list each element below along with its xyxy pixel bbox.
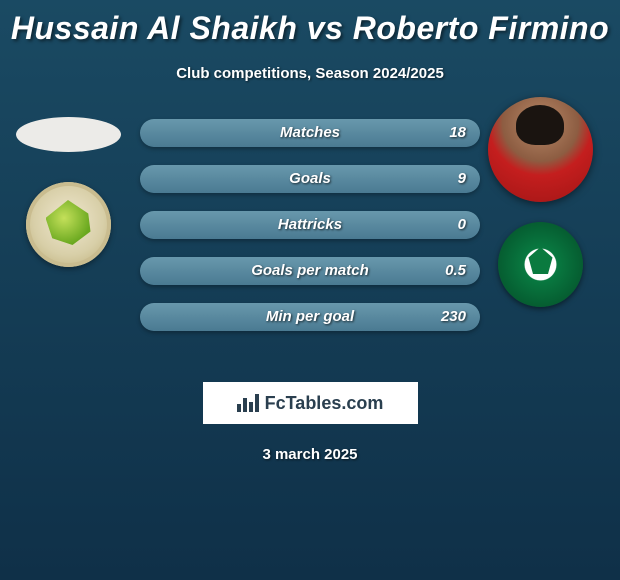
player-avatar-left — [16, 117, 121, 152]
stat-value: 0.5 — [445, 257, 466, 285]
comparison-panel: Matches18 Goals9 Hattricks0 Goals per match… — [0, 117, 620, 367]
stat-row: Hattricks0 — [140, 211, 480, 239]
branding-badge[interactable]: FcTables.com — [203, 382, 418, 424]
stat-value: 9 — [458, 165, 466, 193]
right-player-column — [480, 117, 600, 307]
stat-label: Goals per match — [140, 257, 480, 285]
stat-label: Hattricks — [140, 211, 480, 239]
stat-row: Goals9 — [140, 165, 480, 193]
club-crest-right — [498, 222, 583, 307]
stat-row: Matches18 — [140, 119, 480, 147]
stats-list: Matches18 Goals9 Hattricks0 Goals per match… — [140, 119, 480, 349]
stat-row: Goals per match0.5 — [140, 257, 480, 285]
page-subtitle: Club competitions, Season 2024/2025 — [0, 65, 620, 82]
stat-value: 230 — [441, 303, 466, 331]
club-crest-left — [26, 182, 111, 267]
stat-label: Matches — [140, 119, 480, 147]
left-player-column — [8, 117, 128, 267]
player-avatar-right — [488, 97, 593, 202]
stat-label: Goals — [140, 165, 480, 193]
bar-chart-icon — [237, 394, 259, 412]
stat-value: 0 — [458, 211, 466, 239]
stat-value: 18 — [449, 119, 466, 147]
stat-label: Min per goal — [140, 303, 480, 331]
footer-date: 3 march 2025 — [0, 446, 620, 463]
page-title: Hussain Al Shaikh vs Roberto Firmino — [0, 0, 620, 47]
stat-row: Min per goal230 — [140, 303, 480, 331]
branding-text: FcTables.com — [265, 393, 384, 414]
